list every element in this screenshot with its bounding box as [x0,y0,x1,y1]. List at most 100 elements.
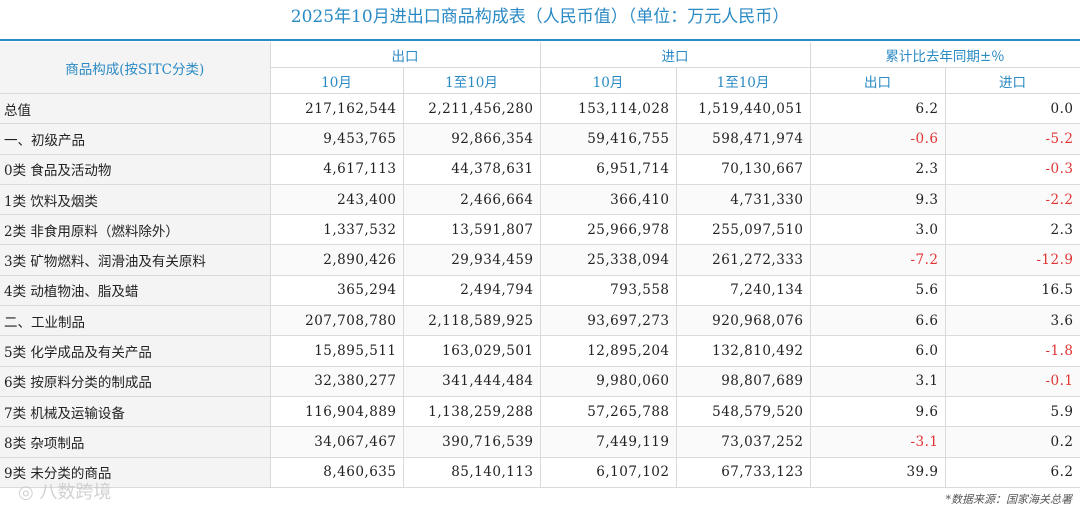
export-month-header: 10月 [270,67,404,94]
value-cell-imp-m: 366,410 [540,184,677,216]
value-cell-exp-c: 341,444,484 [403,366,541,397]
table-row: 二、工业制品 207,708,780 2,118,589,925 93,697,273… [0,305,1080,337]
yoy-import-header: 进口 [945,67,1080,94]
value-cell-yoy-exp: -3.1 [810,426,946,458]
table-row: 2类 非食用原料（燃料除外） 1,337,532 13,591,807 25,966,… [0,214,1080,246]
value-cell-yoy-imp: 3.6 [945,305,1080,337]
value-cell-exp-m: 15,895,511 [270,335,404,367]
value-cell-imp-c: 73,037,252 [676,426,811,458]
value-cell-exp-m: 243,400 [270,184,404,216]
table-row: 1类 饮料及烟类 243,400 2,466,664 366,410 4,731,330… [0,184,1080,216]
value-cell-imp-m: 59,416,755 [540,123,677,155]
value-cell-imp-m: 93,697,273 [540,305,677,337]
value-cell-exp-m: 34,067,467 [270,426,404,458]
value-cell-imp-c: 920,968,076 [676,305,811,337]
value-cell-yoy-exp: 5.6 [810,275,946,307]
value-cell-exp-m: 2,890,426 [270,244,404,276]
value-cell-imp-c: 132,810,492 [676,335,811,367]
value-cell-yoy-imp: 5.9 [945,396,1080,428]
value-cell-imp-m: 25,338,094 [540,244,677,276]
value-cell-yoy-imp: -0.1 [945,366,1080,397]
value-cell-imp-c: 67,733,123 [676,457,811,488]
value-cell-exp-c: 163,029,501 [403,335,541,367]
value-cell-exp-c: 92,866,354 [403,123,541,155]
value-cell-exp-m: 8,460,635 [270,457,404,488]
value-cell-yoy-imp: -2.2 [945,184,1080,216]
yoy-export-header: 出口 [810,67,946,94]
value-cell-exp-c: 1,138,259,288 [403,396,541,428]
value-cell-imp-c: 4,731,330 [676,184,811,216]
value-cell-imp-c: 548,579,520 [676,396,811,428]
value-cell-yoy-imp: 0.2 [945,426,1080,458]
trade-composition-table: 商品构成(按SITC分类) 出口 进口 累计比去年同期±％ 10月 1至10月 … [0,42,1080,488]
value-cell-imp-m: 6,107,102 [540,457,677,488]
table-row: 3类 矿物燃料、润滑油及有关原料 2,890,426 29,934,459 25,33… [0,244,1080,276]
table-body: 总值 217,162,544 2,211,456,280 153,114,028 1,5… [0,93,1080,488]
value-cell-yoy-imp: -5.2 [945,123,1080,155]
value-cell-yoy-imp: 2.3 [945,214,1080,246]
value-cell-exp-c: 2,494,794 [403,275,541,307]
value-cell-exp-m: 32,380,277 [270,366,404,397]
watermark-text: 八数跨境 [39,482,112,503]
title-divider [0,39,1080,41]
value-cell-exp-c: 29,934,459 [403,244,541,276]
row-name-cell: 6类 按原料分类的制成品 [0,366,271,397]
row-name-cell: 5类 化学成品及有关产品 [0,335,271,367]
value-cell-imp-c: 1,519,440,051 [676,93,811,125]
value-cell-yoy-exp: 3.0 [810,214,946,246]
value-cell-exp-m: 1,337,532 [270,214,404,246]
value-cell-exp-m: 9,453,765 [270,123,404,155]
value-cell-yoy-exp: 3.1 [810,366,946,397]
table-row: 总值 217,162,544 2,211,456,280 153,114,028 1,5… [0,93,1080,125]
value-cell-exp-m: 365,294 [270,275,404,307]
value-cell-yoy-exp: 9.6 [810,396,946,428]
data-source-note: *数据来源：国家海关总署 [945,493,1073,506]
value-cell-yoy-imp: 0.0 [945,93,1080,125]
value-cell-imp-c: 255,097,510 [676,214,811,246]
value-cell-yoy-exp: -0.6 [810,123,946,155]
row-name-cell: 8类 杂项制品 [0,426,271,458]
table-row: 0类 食品及活动物 4,617,113 44,378,631 6,951,714 70,… [0,154,1080,185]
table-row: 9类 未分类的商品 8,460,635 85,140,113 6,107,102 67,… [0,457,1080,488]
export-cumulative-header: 1至10月 [403,67,541,94]
value-cell-exp-m: 4,617,113 [270,154,404,185]
value-cell-yoy-exp: -7.2 [810,244,946,276]
value-cell-yoy-imp: -12.9 [945,244,1080,276]
value-cell-imp-c: 70,130,667 [676,154,811,185]
row-name-cell: 2类 非食用原料（燃料除外） [0,214,271,246]
page-title: 2025年10月进出口商品构成表（人民币值）（单位：万元人民币） [290,7,790,27]
row-name-cell: 7类 机械及运输设备 [0,396,271,428]
value-cell-exp-m: 116,904,889 [270,396,404,428]
value-cell-yoy-exp: 6.6 [810,305,946,337]
value-cell-imp-c: 7,240,134 [676,275,811,307]
value-cell-imp-m: 6,951,714 [540,154,677,185]
value-cell-yoy-imp: 16.5 [945,275,1080,307]
value-cell-exp-m: 217,162,544 [270,93,404,125]
table-row: 一、初级产品 9,453,765 92,866,354 59,416,755 598,4… [0,123,1080,155]
value-cell-imp-m: 153,114,028 [540,93,677,125]
value-cell-imp-c: 261,272,333 [676,244,811,276]
table-row: 4类 动植物油、脂及蜡 365,294 2,494,794 793,558 7,240,… [0,275,1080,307]
watermark-logo: ◎ 八数跨境 [18,482,112,503]
table-row: 8类 杂项制品 34,067,467 390,716,539 7,449,119 73,… [0,426,1080,458]
row-label-header: 商品构成(按SITC分类) [0,42,271,94]
value-cell-exp-c: 13,591,807 [403,214,541,246]
export-group-header: 出口 [270,42,541,68]
row-name-cell: 3类 矿物燃料、润滑油及有关原料 [0,244,271,276]
row-name-cell: 总值 [0,93,271,125]
value-cell-imp-m: 9,980,060 [540,366,677,397]
value-cell-yoy-exp: 2.3 [810,154,946,185]
value-cell-exp-c: 390,716,539 [403,426,541,458]
value-cell-exp-c: 2,211,456,280 [403,93,541,125]
value-cell-imp-m: 57,265,788 [540,396,677,428]
table-row: 5类 化学成品及有关产品 15,895,511 163,029,501 12,895,… [0,335,1080,367]
value-cell-yoy-exp: 9.3 [810,184,946,216]
import-month-header: 10月 [540,67,677,94]
value-cell-imp-c: 598,471,974 [676,123,811,155]
row-name-cell: 9类 未分类的商品 [0,457,271,488]
value-cell-exp-c: 85,140,113 [403,457,541,488]
row-name-cell: 一、初级产品 [0,123,271,155]
import-cumulative-header: 1至10月 [676,67,811,94]
value-cell-yoy-imp: -1.8 [945,335,1080,367]
row-name-cell: 1类 饮料及烟类 [0,184,271,216]
